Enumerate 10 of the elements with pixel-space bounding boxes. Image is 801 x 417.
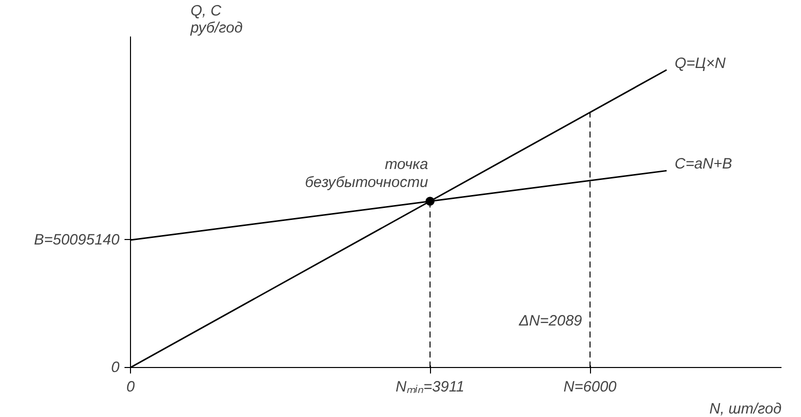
x-tick-label: Nₘᵢₙ=3911 bbox=[396, 378, 464, 396]
y-axis-title: Q, C руб/год bbox=[190, 2, 243, 36]
annotation: ΔN=2089 bbox=[518, 312, 583, 330]
x-tick-label: N=6000 bbox=[564, 378, 618, 396]
series-label: Q=Ц×N bbox=[674, 54, 726, 72]
series-label: C=aN+B bbox=[674, 156, 732, 173]
annotation: точка безубыточности bbox=[304, 156, 429, 192]
y-tick-label: B=50095140 bbox=[34, 231, 120, 248]
x-axis-title: N, шт/год bbox=[709, 400, 782, 417]
x-tick-label: 0 bbox=[126, 378, 136, 396]
